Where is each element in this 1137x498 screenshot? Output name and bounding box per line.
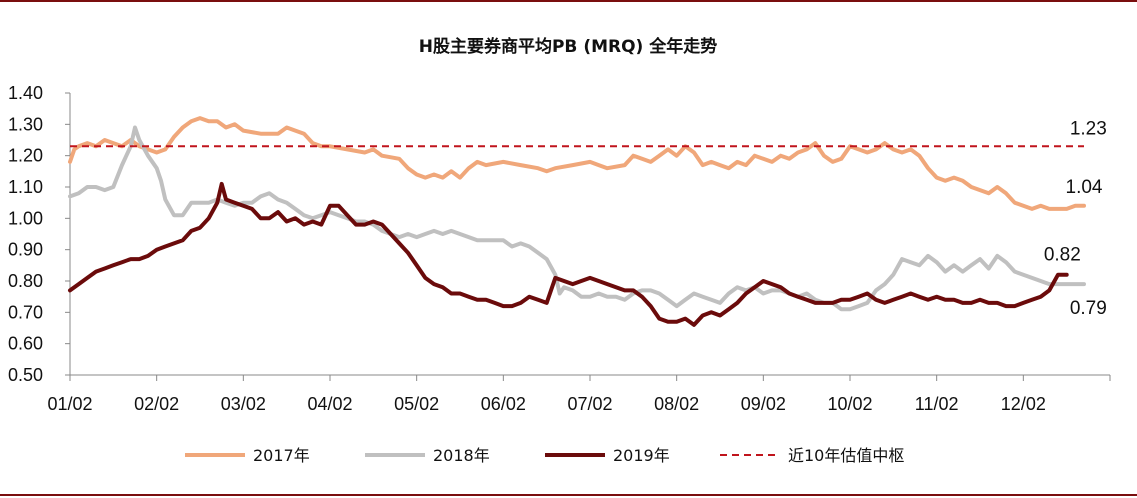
x-tick-label: 02/02 <box>134 394 179 414</box>
legend-label: 2018年 <box>433 446 490 465</box>
value-label: 0.82 <box>1044 245 1081 266</box>
value-label: 0.79 <box>1070 298 1107 319</box>
y-tick-label: 1.20 <box>8 146 43 166</box>
y-tick-label: 0.80 <box>8 271 43 291</box>
y-tick-label: 1.00 <box>8 208 43 228</box>
plot-area <box>68 116 1086 327</box>
end-value-labels: 1.23 1.04 0.82 0.79 <box>1044 118 1107 319</box>
x-tick-label: 09/02 <box>741 394 786 414</box>
y-tick-label: 0.70 <box>8 302 43 322</box>
legend-label: 2017年 <box>253 446 310 465</box>
x-tick-label: 01/02 <box>47 394 92 414</box>
x-tick-label: 10/02 <box>827 394 872 414</box>
y-tick-label: 0.50 <box>8 365 43 385</box>
y-axis: 0.50 0.60 0.70 0.80 0.90 1.00 1.10 1.20 1.30 1.40 <box>8 83 71 385</box>
legend: 2017年 2018年 2019年 近10年估值中枢 <box>185 446 904 465</box>
chart-title: H股主要券商平均PB (MRQ) 全年走势 <box>419 36 717 57</box>
legend-label: 近10年估值中枢 <box>788 446 904 465</box>
x-tick-label: 03/02 <box>221 394 266 414</box>
x-tick-label: 11/02 <box>915 394 959 414</box>
legend-label: 2019年 <box>613 446 670 465</box>
x-axis: 01/02 02/02 03/02 04/02 05/02 06/02 07/02 08/02… <box>47 374 1111 414</box>
x-tick-label: 04/02 <box>307 394 352 414</box>
x-tick-label: 07/02 <box>567 394 612 414</box>
y-tick-label: 0.60 <box>8 334 43 354</box>
value-label: 1.23 <box>1070 118 1107 139</box>
y-tick-label: 0.90 <box>8 240 43 260</box>
value-label: 1.04 <box>1066 177 1103 198</box>
x-tick-label: 05/02 <box>394 394 439 414</box>
x-tick-label: 12/02 <box>1001 394 1046 414</box>
series-line-2 <box>68 181 1069 327</box>
x-tick-label: 06/02 <box>481 394 526 414</box>
y-tick-label: 1.30 <box>8 114 43 134</box>
x-tick-label: 08/02 <box>654 394 699 414</box>
bottom-rule <box>0 494 1137 496</box>
y-tick-label: 1.10 <box>8 177 43 197</box>
top-rule <box>0 0 1137 2</box>
series-line-0 <box>68 116 1086 211</box>
series-line-1 <box>68 125 1086 312</box>
y-tick-label: 1.40 <box>8 83 43 103</box>
